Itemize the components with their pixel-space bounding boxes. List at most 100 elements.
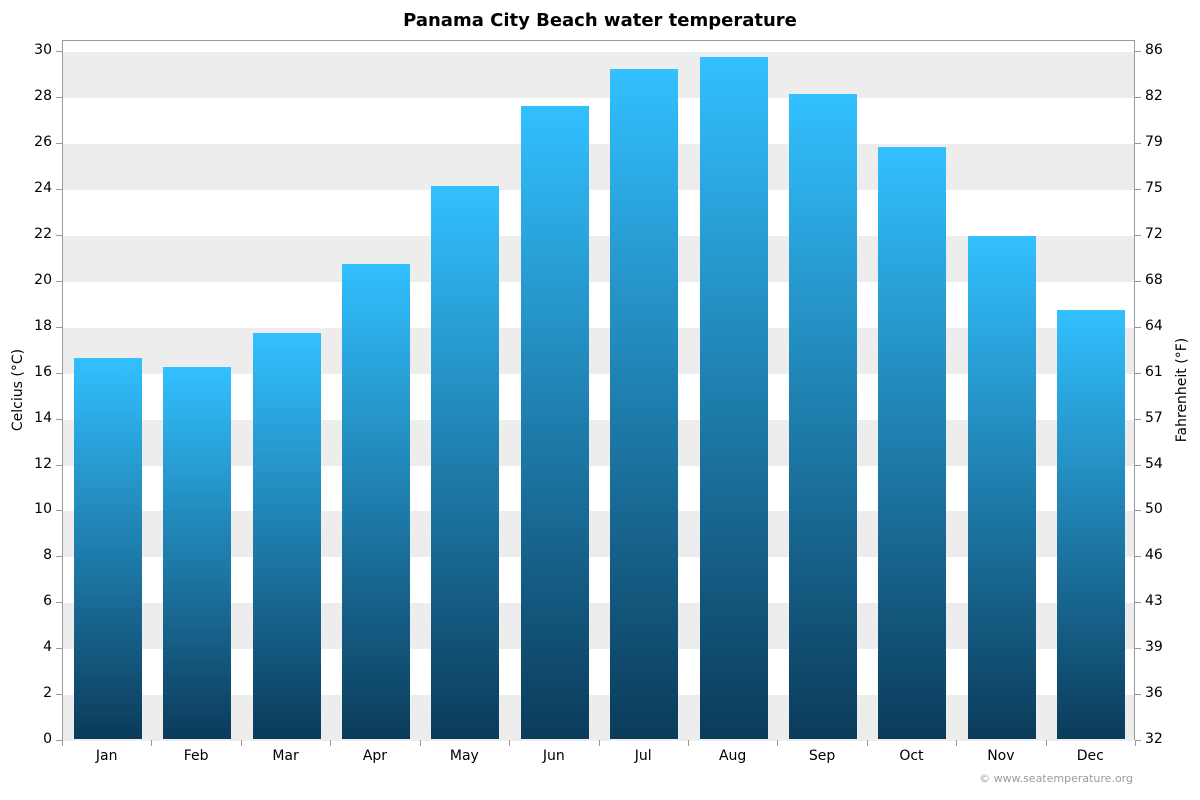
tick-mark [688,740,689,746]
tick-mark [1135,602,1141,603]
bar [610,69,678,739]
tick-mark [1135,189,1141,190]
plot-area [62,40,1135,740]
x-tick-label: Dec [1077,748,1104,764]
y-left-tick-label: 28 [0,88,52,104]
x-tick-label: Mar [272,748,298,764]
tick-mark [1135,510,1141,511]
y-left-tick-label: 18 [0,318,52,334]
y-right-tick-label: 57 [1145,410,1163,426]
x-tick-label: Jun [543,748,565,764]
tick-mark [1135,465,1141,466]
x-tick-label: Feb [184,748,209,764]
tick-mark [1135,235,1141,236]
tick-mark [1135,373,1141,374]
tick-mark [599,740,600,746]
y-right-tick-label: 68 [1145,272,1163,288]
y-left-tick-label: 2 [0,685,52,701]
x-tick-label: Nov [987,748,1014,764]
x-tick-label: May [450,748,479,764]
grid-band [63,144,1134,190]
y-right-tick-label: 50 [1145,501,1163,517]
y-right-tick-label: 64 [1145,318,1163,334]
tick-mark [1135,51,1141,52]
bar [878,147,946,739]
y-left-tick-label: 22 [0,226,52,242]
y-left-tick-label: 26 [0,134,52,150]
chart-container: Panama City Beach water temperature Celc… [0,0,1200,800]
y-left-tick-label: 14 [0,410,52,426]
y-left-tick-label: 8 [0,547,52,563]
tick-mark [1135,97,1141,98]
tick-mark [62,740,63,746]
y-right-tick-label: 46 [1145,547,1163,563]
bar [1057,310,1125,739]
x-tick-label: Apr [363,748,387,764]
y-left-tick-label: 16 [0,364,52,380]
bar [253,333,321,739]
y-right-tick-label: 61 [1145,364,1163,380]
y-right-tick-label: 32 [1145,731,1163,747]
y-right-tick-label: 72 [1145,226,1163,242]
tick-mark [509,740,510,746]
tick-mark [56,97,62,98]
y-right-tick-label: 86 [1145,42,1163,58]
tick-mark [56,419,62,420]
tick-mark [56,143,62,144]
tick-mark [56,327,62,328]
bar [74,358,142,739]
y-right-tick-label: 43 [1145,593,1163,609]
tick-mark [330,740,331,746]
tick-mark [241,740,242,746]
tick-mark [1135,281,1141,282]
y-left-tick-label: 20 [0,272,52,288]
tick-mark [1046,740,1047,746]
tick-mark [151,740,152,746]
y-right-tick-label: 54 [1145,456,1163,472]
chart-title: Panama City Beach water temperature [0,10,1200,31]
bar [521,106,589,739]
bar [342,264,410,739]
tick-mark [1135,648,1141,649]
tick-mark [1135,556,1141,557]
tick-mark [956,740,957,746]
y-right-tick-label: 39 [1145,639,1163,655]
tick-mark [56,281,62,282]
tick-mark [1135,694,1141,695]
tick-mark [56,51,62,52]
bar [163,367,231,739]
grid-band [63,52,1134,98]
bar [431,186,499,739]
tick-mark [56,235,62,236]
y-right-tick-label: 75 [1145,180,1163,196]
y-axis-right-label: Fahrenheit (°F) [1174,338,1190,442]
tick-mark [56,602,62,603]
y-right-tick-label: 79 [1145,134,1163,150]
y-left-tick-label: 10 [0,501,52,517]
tick-mark [56,648,62,649]
bar [700,57,768,739]
tick-mark [56,465,62,466]
y-left-tick-label: 0 [0,731,52,747]
y-left-tick-label: 12 [0,456,52,472]
tick-mark [56,694,62,695]
y-left-tick-label: 24 [0,180,52,196]
x-tick-label: Aug [719,748,746,764]
x-tick-label: Oct [899,748,923,764]
bar [968,236,1036,739]
tick-mark [56,373,62,374]
y-left-tick-label: 30 [0,42,52,58]
tick-mark [56,556,62,557]
tick-mark [1135,143,1141,144]
y-right-tick-label: 36 [1145,685,1163,701]
tick-mark [777,740,778,746]
bar [789,94,857,739]
tick-mark [1135,327,1141,328]
x-tick-label: Jan [96,748,118,764]
y-right-tick-label: 82 [1145,88,1163,104]
x-tick-label: Jul [635,748,652,764]
tick-mark [1135,419,1141,420]
x-tick-label: Sep [809,748,835,764]
tick-mark [867,740,868,746]
y-left-tick-label: 4 [0,639,52,655]
